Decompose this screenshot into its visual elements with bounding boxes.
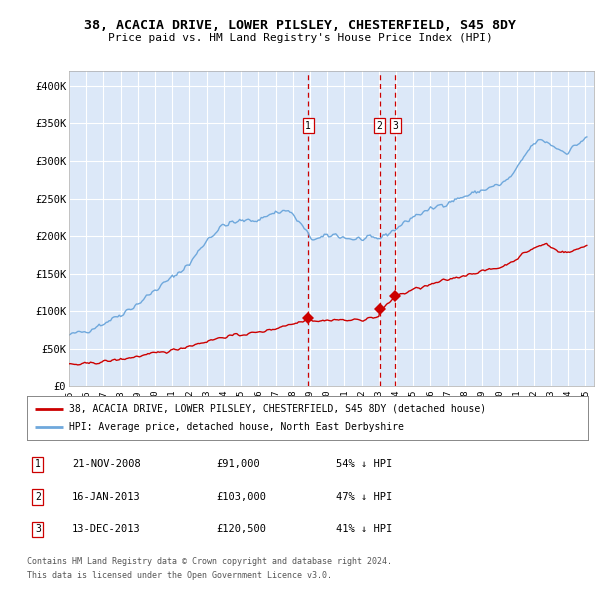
Text: Price paid vs. HM Land Registry's House Price Index (HPI): Price paid vs. HM Land Registry's House … <box>107 33 493 42</box>
Text: 1: 1 <box>305 121 311 130</box>
Text: 16-JAN-2013: 16-JAN-2013 <box>72 492 141 502</box>
Text: HPI: Average price, detached house, North East Derbyshire: HPI: Average price, detached house, Nort… <box>69 422 404 432</box>
Text: 41% ↓ HPI: 41% ↓ HPI <box>336 525 392 534</box>
Text: 38, ACACIA DRIVE, LOWER PILSLEY, CHESTERFIELD, S45 8DY: 38, ACACIA DRIVE, LOWER PILSLEY, CHESTER… <box>84 19 516 32</box>
Text: 2: 2 <box>35 492 41 502</box>
Text: 54% ↓ HPI: 54% ↓ HPI <box>336 460 392 469</box>
Text: Contains HM Land Registry data © Crown copyright and database right 2024.: Contains HM Land Registry data © Crown c… <box>27 557 392 566</box>
Text: 1: 1 <box>35 460 41 469</box>
Text: 21-NOV-2008: 21-NOV-2008 <box>72 460 141 469</box>
Text: 3: 3 <box>392 121 398 130</box>
Text: £103,000: £103,000 <box>216 492 266 502</box>
Text: 2: 2 <box>377 121 383 130</box>
Text: £120,500: £120,500 <box>216 525 266 534</box>
Text: 13-DEC-2013: 13-DEC-2013 <box>72 525 141 534</box>
Text: 3: 3 <box>35 525 41 534</box>
Text: 47% ↓ HPI: 47% ↓ HPI <box>336 492 392 502</box>
Text: 38, ACACIA DRIVE, LOWER PILSLEY, CHESTERFIELD, S45 8DY (detached house): 38, ACACIA DRIVE, LOWER PILSLEY, CHESTER… <box>69 404 486 414</box>
Text: This data is licensed under the Open Government Licence v3.0.: This data is licensed under the Open Gov… <box>27 571 332 580</box>
Text: £91,000: £91,000 <box>216 460 260 469</box>
